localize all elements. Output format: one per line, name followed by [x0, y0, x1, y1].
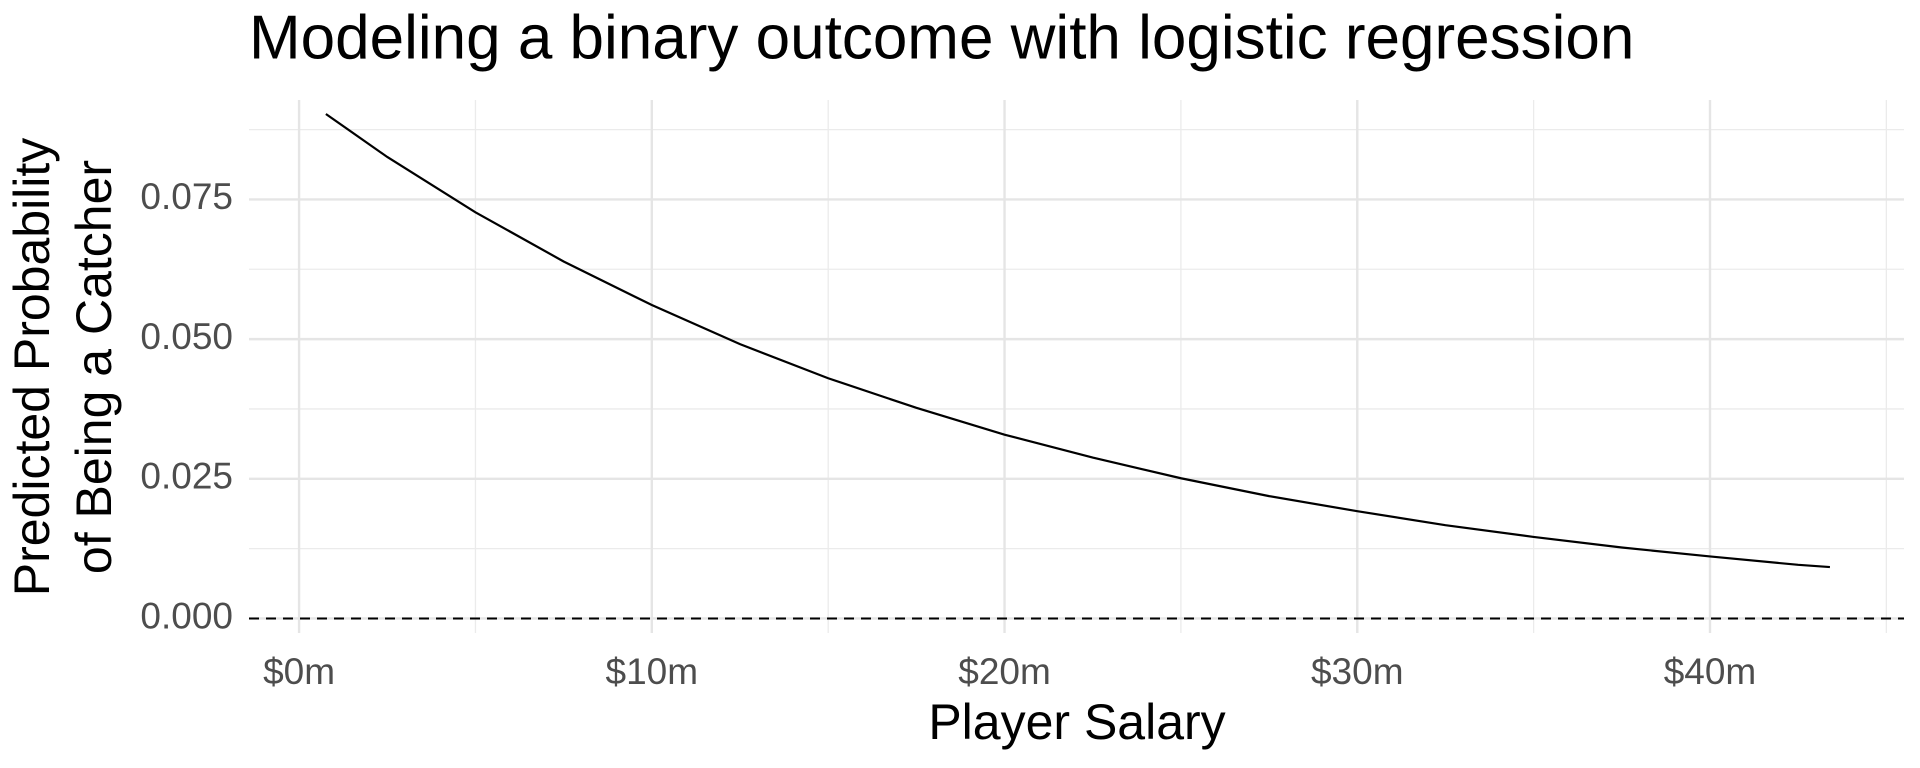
x-tick-label: $10m	[606, 651, 699, 692]
x-tick-label: $40m	[1664, 651, 1757, 692]
y-tick-label: 0.050	[140, 316, 233, 357]
y-tick-label: 0.000	[140, 595, 233, 636]
y-tick-label: 0.025	[140, 456, 233, 497]
x-axis-label: Player Salary	[928, 694, 1225, 750]
x-tick-label: $20m	[958, 651, 1051, 692]
x-tick-label: $0m	[263, 651, 335, 692]
chart-title: Modeling a binary outcome with logistic …	[249, 3, 1634, 72]
y-tick-label: 0.075	[140, 176, 233, 217]
y-axis-label: Predicted Probability	[4, 138, 60, 597]
line	[325, 113, 1831, 569]
x-tick-label: $30m	[1311, 651, 1404, 692]
y-axis-label: of Being a Catcher	[66, 160, 122, 574]
